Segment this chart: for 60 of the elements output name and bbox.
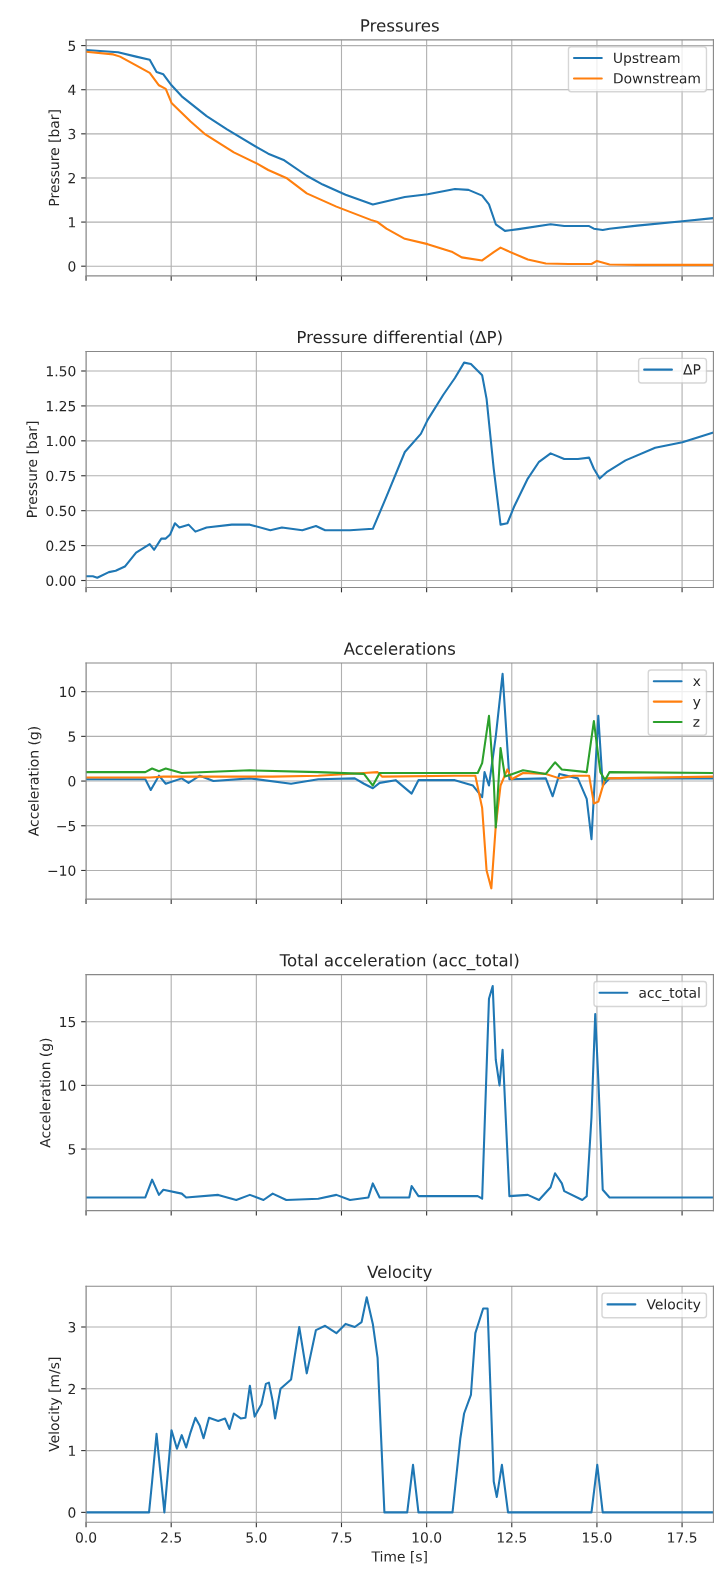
- chart-title: Total acceleration (acc_total): [279, 953, 519, 971]
- chart-title: Velocity: [367, 1265, 432, 1282]
- y-tick-label: 1.50: [46, 365, 76, 377]
- y-axis-title: Acceleration (g): [28, 727, 42, 837]
- line-series: [86, 361, 714, 579]
- legend-label: z: [693, 719, 700, 727]
- y-tick-label: 0: [68, 1507, 76, 1518]
- y-tick-label: 1.25: [46, 400, 76, 412]
- y-tick-label: 2: [68, 172, 75, 184]
- y-tick-label: 10: [60, 1080, 76, 1091]
- y-tick-label: 5: [68, 40, 76, 52]
- legend-label: Upstream: [614, 52, 680, 66]
- x-tick-label: 5.0: [246, 1532, 267, 1543]
- chart-title: Pressure differential (ΔP): [298, 330, 502, 346]
- line-series: [86, 768, 714, 890]
- legend-label: ΔP: [683, 364, 701, 375]
- y-tick-label: 0: [68, 776, 76, 787]
- y-tick-label: 0.00: [46, 575, 76, 586]
- y-tick-label: −5: [57, 820, 76, 832]
- y-axis-title: Pressure [bar]: [48, 110, 61, 206]
- legend-label: Velocity: [646, 1298, 701, 1313]
- y-tick-label: 5: [68, 731, 76, 742]
- x-tick-label: 15.0: [583, 1532, 612, 1543]
- y-tick-label: 2: [68, 1383, 75, 1395]
- legend-label: Downstream: [614, 73, 700, 84]
- x-axis-title: Time [s]: [371, 1550, 427, 1564]
- chart-title: Accelerations: [343, 642, 456, 655]
- y-tick-label: 4: [68, 84, 76, 95]
- y-tick-label: 1: [69, 217, 76, 228]
- y-tick-label: 3: [68, 1321, 76, 1333]
- y-tick-label: 1.00: [46, 435, 76, 447]
- chart-title: Pressures: [361, 19, 439, 32]
- line-series: [86, 1296, 714, 1514]
- line-series: [86, 985, 714, 1202]
- x-tick-label: 2.5: [161, 1532, 182, 1543]
- y-tick-label: 1: [69, 1445, 76, 1456]
- x-tick-label: 12.5: [497, 1532, 527, 1543]
- line-series: [86, 672, 714, 841]
- legend-label: acc_total: [639, 987, 700, 1001]
- line-series: [86, 714, 714, 829]
- y-tick-label: 0: [68, 261, 76, 272]
- y-axis-title: Velocity [m/s]: [48, 1357, 62, 1452]
- y-axis-title: Pressure [bar]: [26, 421, 39, 517]
- x-tick-label: 10.0: [412, 1532, 442, 1543]
- y-tick-label: 10: [60, 686, 76, 698]
- x-tick-label: 0.0: [75, 1532, 97, 1543]
- y-tick-label: −10: [48, 865, 76, 876]
- y-tick-label: 0.50: [46, 505, 76, 517]
- legend-label: x: [693, 678, 701, 687]
- line-series: [86, 50, 714, 266]
- legend-label: y: [693, 698, 701, 710]
- y-tick-label: 0.75: [46, 470, 76, 482]
- y-tick-label: 0.25: [46, 540, 76, 552]
- y-tick-label: 3: [68, 128, 76, 140]
- x-tick-label: 7.5: [331, 1532, 352, 1543]
- y-tick-label: 5: [68, 1144, 76, 1155]
- line-series: [86, 48, 714, 232]
- y-axis-title: Acceleration (g): [39, 1038, 54, 1148]
- y-tick-label: 15: [60, 1016, 76, 1028]
- x-tick-label: 17.5: [668, 1532, 697, 1543]
